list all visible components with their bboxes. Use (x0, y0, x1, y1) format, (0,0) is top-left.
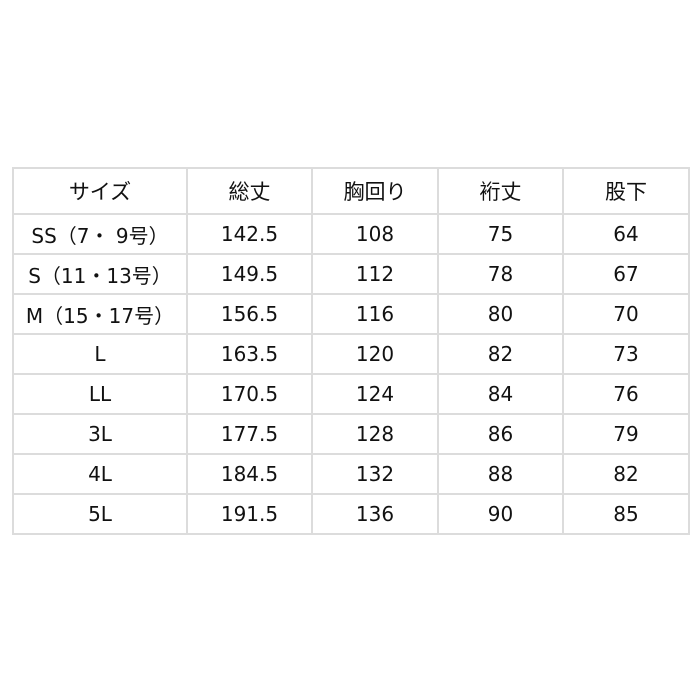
measurement-cell: 108 (311, 213, 439, 255)
table-row: 3L 177.5 128 86 79 (12, 413, 690, 455)
table-row: M（15・17号） 156.5 116 80 70 (12, 293, 690, 335)
column-header: サイズ (12, 167, 188, 215)
measurement-cell: 124 (311, 373, 439, 415)
measurement-cell: 76 (562, 373, 690, 415)
header-row: サイズ 総丈 胸回り 裄丈 股下 (12, 167, 690, 215)
size-label-cell: L (12, 333, 188, 375)
measurement-cell: 88 (437, 453, 564, 495)
measurement-cell: 64 (562, 213, 690, 255)
table-row: 5L 191.5 136 90 85 (12, 493, 690, 535)
measurement-cell: 163.5 (186, 333, 313, 375)
measurement-cell: 184.5 (186, 453, 313, 495)
size-label-cell: 5L (12, 493, 188, 535)
measurement-cell: 75 (437, 213, 564, 255)
measurement-cell: 90 (437, 493, 564, 535)
measurement-cell: 67 (562, 253, 690, 295)
column-header: 総丈 (186, 167, 313, 215)
table-row: SS（7・ 9号） 142.5 108 75 64 (12, 213, 690, 255)
measurement-cell: 136 (311, 493, 439, 535)
table-row: S（11・13号） 149.5 112 78 67 (12, 253, 690, 295)
column-header: 裄丈 (437, 167, 564, 215)
measurement-cell: 82 (437, 333, 564, 375)
measurement-cell: 156.5 (186, 293, 313, 335)
size-label-cell: 3L (12, 413, 188, 455)
size-chart-table: サイズ 総丈 胸回り 裄丈 股下 SS（7・ 9号） 142.5 108 75 64 S（11・1… (12, 167, 690, 535)
size-label-cell: M（15・17号） (12, 293, 188, 335)
size-label-cell: S（11・13号） (12, 253, 188, 295)
table-row: L 163.5 120 82 73 (12, 333, 690, 375)
measurement-cell: 82 (562, 453, 690, 495)
size-label-cell: 4L (12, 453, 188, 495)
measurement-cell: 191.5 (186, 493, 313, 535)
measurement-cell: 86 (437, 413, 564, 455)
measurement-cell: 177.5 (186, 413, 313, 455)
measurement-cell: 73 (562, 333, 690, 375)
measurement-cell: 120 (311, 333, 439, 375)
size-label-cell: SS（7・ 9号） (12, 213, 188, 255)
measurement-cell: 149.5 (186, 253, 313, 295)
column-header: 股下 (562, 167, 690, 215)
measurement-cell: 79 (562, 413, 690, 455)
size-label-cell: LL (12, 373, 188, 415)
measurement-cell: 80 (437, 293, 564, 335)
measurement-cell: 85 (562, 493, 690, 535)
measurement-cell: 170.5 (186, 373, 313, 415)
measurement-cell: 70 (562, 293, 690, 335)
table-row: LL 170.5 124 84 76 (12, 373, 690, 415)
measurement-cell: 142.5 (186, 213, 313, 255)
measurement-cell: 84 (437, 373, 564, 415)
measurement-cell: 112 (311, 253, 439, 295)
measurement-cell: 78 (437, 253, 564, 295)
table-row: 4L 184.5 132 88 82 (12, 453, 690, 495)
measurement-cell: 128 (311, 413, 439, 455)
measurement-cell: 132 (311, 453, 439, 495)
measurement-cell: 116 (311, 293, 439, 335)
column-header: 胸回り (311, 167, 439, 215)
